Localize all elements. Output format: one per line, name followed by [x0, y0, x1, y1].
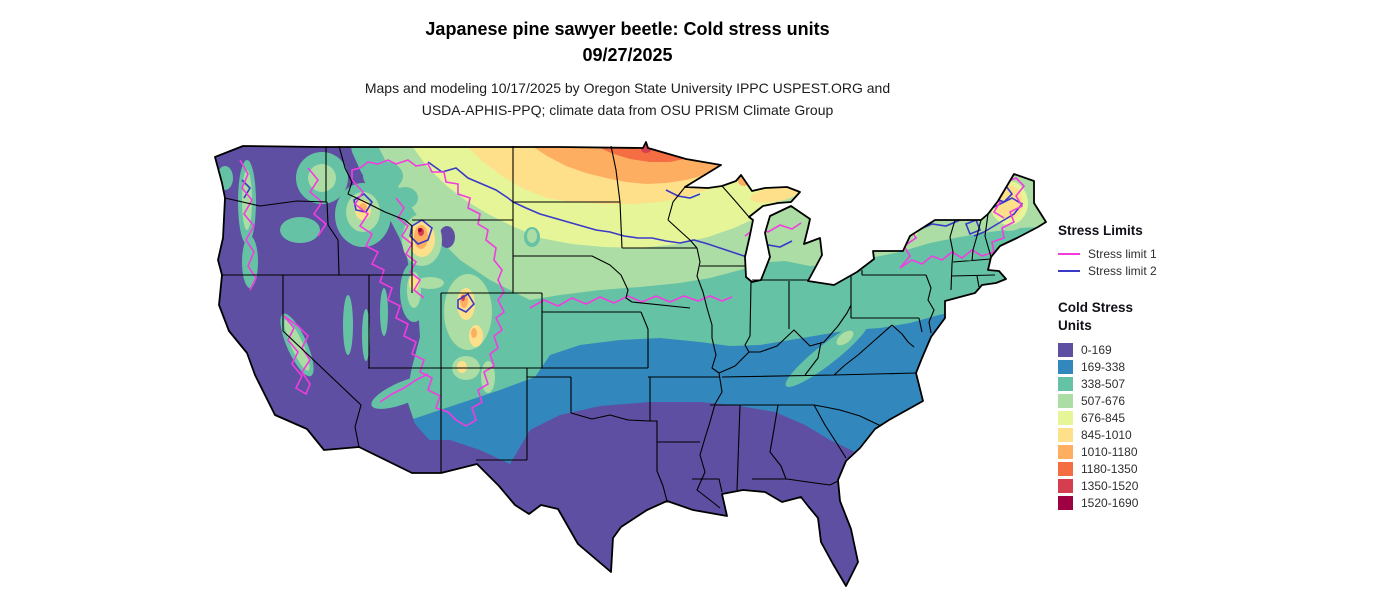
range-label: 1350-1520: [1081, 478, 1139, 493]
legend-item: 1520-1690: [1058, 494, 1228, 511]
legend-item: 1350-1520: [1058, 477, 1228, 494]
cold-stress-title-line2: Units: [1058, 318, 1092, 333]
legend-item: 507-676: [1058, 392, 1228, 409]
stress-limit-1-swatch: [1058, 252, 1080, 255]
stress-limit-1-label: Stress limit 1: [1088, 246, 1157, 261]
color-swatch: [1058, 461, 1073, 476]
color-swatch: [1058, 342, 1073, 357]
us-outline: [214, 141, 1047, 587]
state-borders: [222, 145, 996, 509]
legend-item: 676-845: [1058, 409, 1228, 426]
high-stress-spots-maroon: [418, 228, 422, 232]
stress-limits-legend-title: Stress Limits: [1058, 223, 1143, 238]
range-label: 169-338: [1081, 359, 1126, 374]
page-title-date: 09/27/2025: [582, 45, 673, 65]
title-block: Japanese pine sawyer beetle: Cold stress…: [0, 16, 1255, 121]
range-label: 845-1010: [1081, 427, 1132, 442]
us-map: [200, 140, 1050, 594]
color-swatch: [1058, 444, 1073, 459]
color-swatch: [1058, 427, 1073, 442]
color-swatch: [1058, 359, 1073, 374]
page-title-line1: Japanese pine sawyer beetle: Cold stress…: [425, 19, 830, 39]
color-swatch: [1058, 495, 1073, 510]
range-label: 1010-1180: [1081, 444, 1138, 459]
range-label: 507-676: [1081, 393, 1126, 408]
range-label: 1520-1690: [1081, 495, 1139, 510]
subtitle-line1: Maps and modeling 10/17/2025 by Oregon S…: [364, 80, 891, 96]
legend-panel: Stress Limits Stress limit 1 Stress limi…: [1058, 222, 1228, 511]
stress-limit-2-swatch: [1058, 269, 1080, 272]
legend-item: 1180-1350: [1058, 460, 1228, 477]
cold-stress-title-line1: Cold Stress: [1058, 300, 1134, 315]
range-label: 0-169: [1081, 342, 1112, 357]
legend-item: 0-169: [1058, 341, 1228, 358]
us-map-svg: [214, 141, 1047, 587]
legend-item-stress-limit-2: Stress limit 2: [1058, 262, 1228, 279]
legend-item: 845-1010: [1058, 426, 1228, 443]
legend-item: 338-507: [1058, 375, 1228, 392]
color-swatch: [1058, 478, 1073, 493]
range-label: 338-507: [1081, 376, 1126, 391]
color-swatch: [1058, 393, 1073, 408]
color-swatch: [1058, 410, 1073, 425]
color-swatch: [1058, 376, 1073, 391]
stress-limit-1-contours: [239, 159, 1026, 427]
range-label: 676-845: [1081, 410, 1126, 425]
subtitle-line2: USDA-APHIS-PPQ; climate data from OSU PR…: [421, 102, 834, 118]
legend-item: 169-338: [1058, 358, 1228, 375]
legend-item-stress-limit-1: Stress limit 1: [1058, 245, 1228, 262]
legend-item: 1010-1180: [1058, 443, 1228, 460]
subtitle-block: Maps and modeling 10/17/2025 by Oregon S…: [0, 77, 1255, 121]
range-label: 1180-1350: [1081, 461, 1138, 476]
stress-limit-2-label: Stress limit 2: [1088, 263, 1157, 278]
cold-stress-legend-title: Cold Stress Units: [1058, 299, 1228, 335]
